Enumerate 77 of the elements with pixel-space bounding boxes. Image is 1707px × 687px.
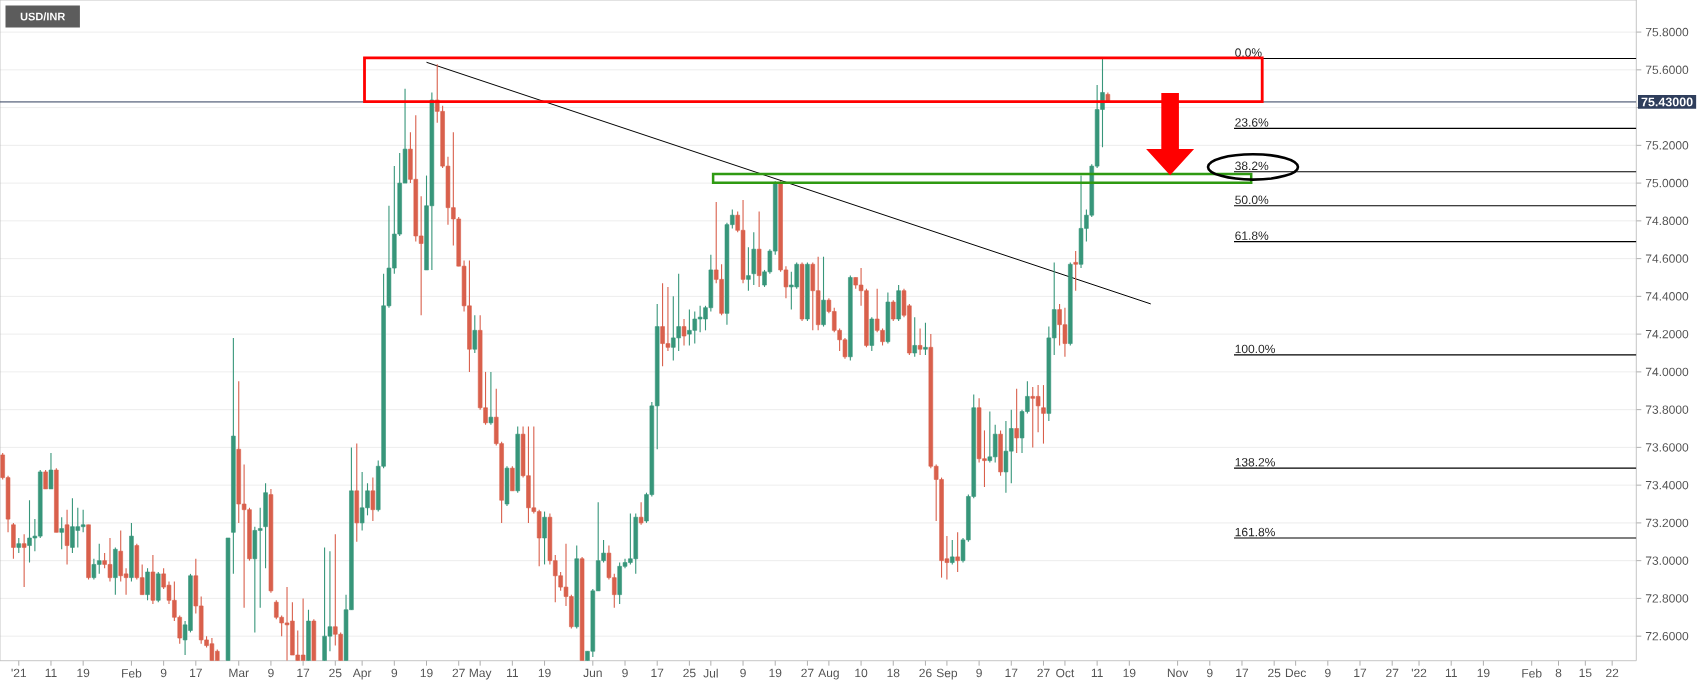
x-tick-label: Jun [583, 668, 602, 678]
y-tick-label: 75.8000 [1645, 27, 1689, 37]
x-tick-label: 27 [452, 668, 465, 678]
x-tick-label: 17 [1354, 668, 1367, 677]
x-tick-label: 27 [1386, 668, 1399, 678]
y-tick-label: 73.4000 [1645, 480, 1689, 490]
x-tick-label: 26 [919, 668, 932, 678]
y-tick-label: 72.6000 [1645, 631, 1689, 641]
y-tick-label: 73.6000 [1645, 443, 1689, 452]
x-tick-label: 10 [855, 668, 868, 678]
x-tick-label: 9 [1207, 668, 1213, 678]
x-tick-label: 22 [1606, 668, 1619, 678]
x-tick-label: May [469, 668, 492, 680]
x-tick-label: 9 [622, 668, 628, 678]
y-tick-label: 73.8000 [1645, 405, 1689, 414]
y-tick-label: 75.6000 [1645, 65, 1689, 75]
annotation: 161.8% [1235, 527, 1275, 537]
x-tick-label: '21 [11, 668, 27, 678]
x-tick-label: Apr [352, 668, 372, 680]
x-tick-label: 27 [1037, 668, 1050, 678]
y-tick-label: 75.0000 [1645, 178, 1689, 188]
x-tick-label: 25 [683, 668, 696, 678]
x-tick-label: 19 [769, 668, 782, 678]
x-tick-label: 25 [329, 668, 342, 678]
y-tick-label: 73.2000 [1645, 518, 1689, 528]
x-tick-label: 27 [801, 668, 814, 678]
y-tick-label: 74.2000 [1645, 329, 1689, 339]
x-tick-label: '22 [1411, 668, 1427, 678]
x-tick-label: 17 [190, 668, 202, 677]
annotation: 50.0% [1235, 195, 1269, 205]
x-tick-label: 15 [1579, 668, 1592, 678]
x-tick-label: 17 [651, 668, 664, 677]
x-tick-label: Mar [229, 668, 249, 678]
x-tick-label: Sep [936, 668, 958, 680]
annotation: 138.2% [1235, 457, 1275, 467]
x-tick-label: 19 [1123, 668, 1136, 678]
x-tick-label: 17 [297, 668, 310, 677]
x-tick-label: 18 [887, 668, 900, 678]
x-tick-label: 9 [976, 668, 982, 678]
x-tick-label: 25 [1268, 668, 1281, 678]
x-tick-label: 9 [391, 668, 398, 678]
x-tick-label: 9 [160, 668, 167, 678]
x-tick-label: 9 [268, 668, 274, 678]
annotation: 100.0% [1235, 344, 1275, 354]
ref-line-label: 75.43000 [1641, 97, 1693, 107]
x-tick-label: 9 [1325, 668, 1331, 678]
x-tick-label: 11 [507, 668, 518, 677]
y-tick-label: 72.8000 [1645, 594, 1689, 603]
annotation: 0.0% [1235, 48, 1262, 57]
y-tick-label: 74.6000 [1645, 254, 1689, 263]
annotation: 23.6% [1235, 118, 1269, 127]
x-tick-label: 11 [45, 668, 57, 677]
x-tick-label: Nov [1167, 668, 1189, 678]
x-tick-label: 17 [1005, 668, 1018, 677]
x-tick-label: Oct [1056, 668, 1075, 678]
x-tick-label: Feb [1522, 668, 1542, 678]
x-tick-label: Feb [122, 668, 142, 678]
x-tick-label: 19 [77, 668, 90, 678]
x-tick-label: 11 [1445, 668, 1457, 677]
text: USD/INR [20, 12, 66, 21]
x-tick-label: Dec [1285, 668, 1306, 678]
x-tick-label: 11 [1091, 668, 1103, 677]
x-tick-label: Jul [703, 668, 718, 678]
y-tick-label: 74.8000 [1645, 216, 1689, 226]
x-tick-label: 19 [1477, 668, 1490, 678]
x-tick-label: 8 [1555, 668, 1562, 678]
x-tick-label: 17 [1236, 668, 1249, 677]
x-tick-label: 19 [420, 668, 433, 678]
y-tick-label: 73.0000 [1645, 556, 1689, 565]
x-tick-label: 19 [538, 668, 551, 678]
x-tick-label: 9 [740, 668, 746, 678]
annotation: 61.8% [1235, 231, 1269, 240]
y-tick-label: 75.2000 [1645, 141, 1689, 150]
y-tick-label: 74.0000 [1645, 367, 1689, 377]
annotation: 38.2% [1235, 161, 1269, 171]
y-tick-label: 74.4000 [1645, 292, 1689, 301]
x-tick-label: Aug [818, 668, 839, 680]
